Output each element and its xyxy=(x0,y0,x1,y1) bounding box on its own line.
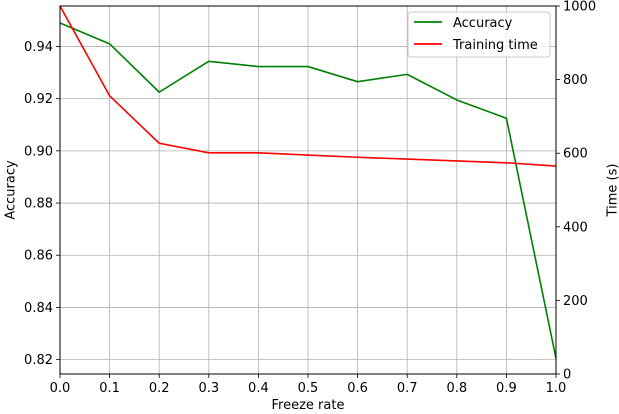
legend-training-time-label: Training time xyxy=(452,38,538,53)
right-y-tick-label: 200 xyxy=(563,294,588,309)
legend-accuracy-label: Accuracy xyxy=(453,16,513,31)
right-y-tick-label: 0 xyxy=(563,368,571,383)
x-tick-label: 0.3 xyxy=(198,381,219,396)
x-axis-ticks: 0.0 0.1 0.2 0.3 0.4 0.5 0.6 0.7 0.8 0.9 1.0 xyxy=(50,374,567,396)
x-tick-label: 0.8 xyxy=(446,381,467,396)
right-y-tick-label: 600 xyxy=(563,147,588,162)
left-y-axis-label: Accuracy xyxy=(4,160,19,220)
x-tick-label: 0.1 xyxy=(99,381,120,396)
legend: Accuracy Training time xyxy=(407,11,551,58)
x-tick-label: 0.0 xyxy=(50,381,71,396)
left-y-tick-label: 0.94 xyxy=(24,40,53,55)
x-tick-label: 0.6 xyxy=(347,381,368,396)
left-y-tick-label: 0.88 xyxy=(24,197,53,212)
right-y-axis-label: Time (s) xyxy=(606,164,619,218)
right-y-tick-label: 400 xyxy=(563,220,588,235)
right-y-axis-ticks: 0 200 400 600 800 1000 xyxy=(556,0,596,383)
x-tick-label: 0.2 xyxy=(149,381,170,396)
left-y-tick-label: 0.86 xyxy=(24,249,53,264)
x-tick-label: 0.4 xyxy=(248,381,269,396)
left-y-tick-label: 0.92 xyxy=(24,92,53,107)
legend-box xyxy=(407,11,551,58)
accuracy-line xyxy=(59,22,557,359)
x-axis-label: Freeze rate xyxy=(272,398,345,413)
x-tick-label: 0.7 xyxy=(397,381,418,396)
left-y-tick-label: 0.90 xyxy=(24,144,53,159)
grid-lines xyxy=(59,6,557,374)
right-y-tick-label: 800 xyxy=(563,73,588,88)
x-tick-label: 1.0 xyxy=(546,381,567,396)
right-y-tick-label: 1000 xyxy=(563,0,596,15)
left-y-axis-ticks: 0.82 0.84 0.86 0.88 0.90 0.92 0.94 xyxy=(24,40,60,368)
x-tick-label: 0.5 xyxy=(298,381,319,396)
series-lines xyxy=(59,5,557,359)
left-y-tick-label: 0.82 xyxy=(24,353,53,368)
left-y-tick-label: 0.84 xyxy=(24,301,53,316)
training-time-line xyxy=(59,5,557,167)
x-tick-label: 0.9 xyxy=(496,381,517,396)
